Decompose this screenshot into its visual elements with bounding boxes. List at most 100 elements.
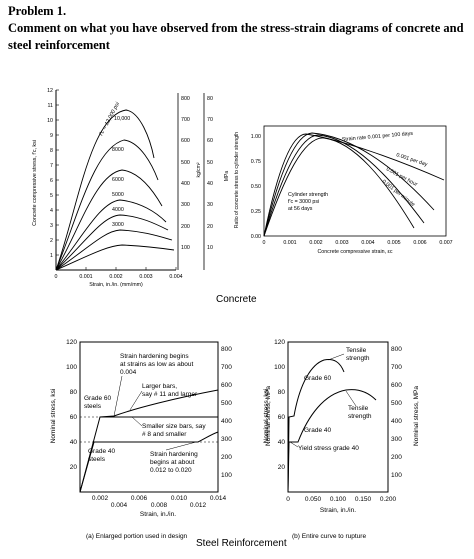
mpa-tick-labels: 10 20 30 40 50 60 70 80: [207, 96, 213, 251]
cylinder-note: f'c = 3000 psi: [288, 199, 319, 205]
annotation: Tensile: [346, 347, 367, 354]
y-tick: 4: [50, 208, 53, 214]
y-tick: 11: [48, 103, 54, 109]
mpa-tick: 500: [391, 400, 402, 407]
problem-statement: Problem 1. Comment on what you have obse…: [8, 3, 468, 54]
problem-question: Comment on what you have observed from t…: [8, 21, 464, 52]
y-tick: 100: [274, 364, 285, 371]
annotation: Grade 60: [84, 395, 111, 402]
y-tick: 120: [274, 339, 285, 346]
annotation: # 8 and smaller: [142, 431, 187, 438]
x-tick: 0.007: [439, 240, 452, 246]
rate-curve-100days: [263, 133, 445, 237]
mpa-tick: 400: [221, 418, 232, 425]
curve-3000: [55, 244, 175, 271]
y-tick: 3: [50, 223, 53, 229]
mpa-tick: 40: [207, 181, 213, 187]
annotation: Strain hardening: [150, 451, 198, 458]
y-tick: 7: [50, 163, 53, 169]
chart-caption: (b) Entire curve to rupture: [292, 533, 366, 540]
y-tick: 60: [70, 414, 78, 421]
y-axis-label: Ratio of concrete stress to cylinder str…: [234, 132, 240, 228]
rate-curve-day: [263, 132, 435, 237]
curve-6000: [55, 199, 167, 271]
rate-curve-hour: [263, 134, 425, 237]
mpa-tick: 700: [391, 364, 402, 371]
x-tick: 0.006: [413, 240, 426, 246]
concrete-strain-rate-chart: Ratio of concrete stress to cylinder str…: [234, 125, 453, 255]
mpa-tick: 100: [391, 472, 402, 479]
x-tick: 0.150: [355, 496, 372, 503]
x-tick: 0.001: [283, 240, 296, 246]
mpa-tick: 20: [207, 224, 213, 230]
annotation: steels: [88, 456, 106, 463]
x-tick: 0.002: [92, 495, 109, 502]
y-tick: 40: [278, 439, 286, 446]
y-tick: 20: [278, 464, 286, 471]
y2-axis-label: Nominal stress, MPa: [413, 386, 420, 446]
y-tick: 40: [70, 439, 78, 446]
y-tick-labels: 0.00 0.25 0.50 0.75 1.00: [251, 134, 261, 240]
annotation: at strains as low as about: [120, 361, 194, 368]
kg-tick: 300: [181, 202, 190, 208]
mpa-tick: 300: [221, 436, 232, 443]
mpa-tick: 30: [207, 202, 213, 208]
x-tick: 0.004: [169, 274, 182, 280]
x-tick: 0.004: [361, 240, 374, 246]
x-tick: 0.002: [109, 274, 122, 280]
x-tick: 0.003: [139, 274, 152, 280]
mpa-tick: 800: [221, 346, 232, 353]
curve-8000: [55, 169, 163, 271]
curve-label: 10,000: [114, 116, 130, 122]
mpa-tick: 60: [207, 138, 213, 144]
y-tick: 1.00: [251, 134, 261, 140]
chart-caption: (a) Enlarged portion used in design: [86, 533, 188, 540]
curve-10000: [55, 139, 159, 271]
rate-label: 0.001 per day: [395, 152, 428, 168]
annotation: strength: [348, 413, 372, 420]
rate-label: Strain rate 0.001 per 100 days: [342, 131, 414, 143]
y-tick: 120: [66, 339, 77, 346]
y-tick: 0.50: [251, 184, 261, 190]
x-tick: 0.004: [111, 502, 128, 509]
mpa-tick: 700: [221, 364, 232, 371]
curve-4000: [55, 229, 173, 271]
mpa-tick: 70: [207, 117, 213, 123]
x-tick: 0.100: [330, 496, 347, 503]
y-tick: 60: [278, 414, 286, 421]
y-tick: 80: [70, 389, 78, 396]
annotation: Yield stress grade 40: [298, 445, 359, 452]
y-tick: 2: [50, 238, 53, 244]
kg-tick: 200: [181, 224, 190, 230]
kg-tick: 600: [181, 138, 190, 144]
y-tick: 20: [70, 464, 78, 471]
x-tick: 0.001: [79, 274, 92, 280]
y2-axis-label: Nominal stress, MPa: [265, 386, 272, 446]
grade60-full-curve: [287, 359, 345, 493]
y-tick: 0.00: [251, 234, 261, 240]
annotation: Grade 40: [88, 448, 115, 455]
curve-label: 6000: [112, 177, 124, 183]
concrete-stress-strain-chart: Concrete compressive stress, f'c, ksi 1 …: [32, 88, 230, 288]
y-tick: 12: [47, 88, 53, 94]
mpa-tick: 300: [391, 436, 402, 443]
x-tick: 0.005: [387, 240, 400, 246]
x-tick: 0.008: [151, 502, 168, 509]
curve-label: 8000: [112, 147, 124, 153]
y-tick: 0.25: [251, 209, 261, 215]
annotation: Smaller size bars, say: [142, 423, 206, 430]
x-tick: 0.003: [335, 240, 348, 246]
mpa-tick: 50: [207, 160, 213, 166]
annotation: say # 11 and larger: [142, 391, 198, 398]
x-tick: 0.006: [131, 495, 148, 502]
annotation: strength: [346, 355, 370, 362]
annotation: Grade 40: [304, 427, 331, 434]
y-tick-labels: 20 40 60 80 100 120: [274, 339, 285, 471]
y-tick-labels: 20 40 60 80 100 120: [66, 339, 77, 471]
curve-5000: [55, 214, 169, 271]
y-axis-label: Nominal stress, ksi: [50, 389, 57, 444]
cylinder-note: Cylinder strength: [288, 192, 328, 198]
mpa-tick: 200: [221, 454, 232, 461]
x-tick: 0: [263, 240, 266, 246]
problem-heading: Problem 1.: [8, 4, 67, 18]
